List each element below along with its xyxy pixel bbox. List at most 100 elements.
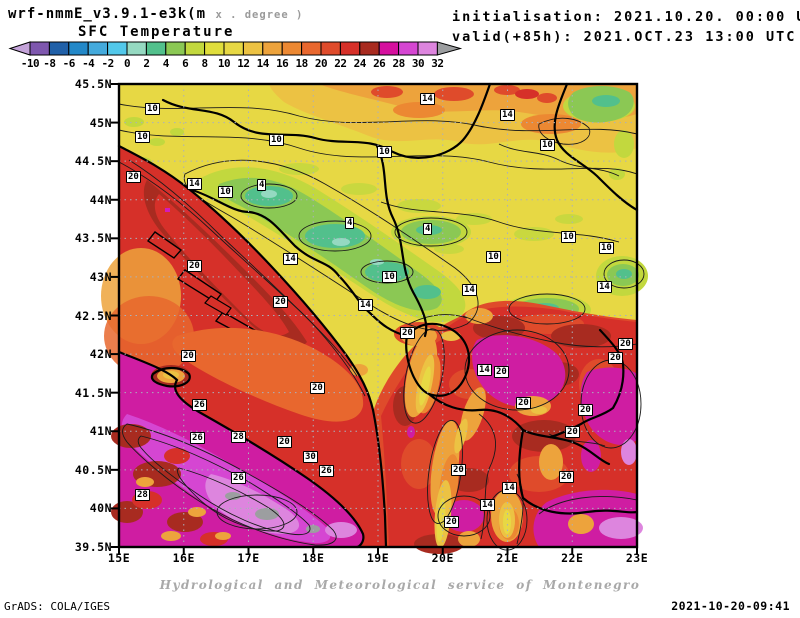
colorbar-segment bbox=[339, 41, 361, 56]
colorbar-segment bbox=[184, 41, 206, 56]
contour-value-label: 10 bbox=[145, 103, 160, 115]
contour-value-label: 14 bbox=[477, 364, 492, 376]
colorbar-swatches bbox=[8, 41, 463, 56]
lat-tick-label: 44.5N bbox=[74, 154, 112, 169]
colorbar-segment bbox=[359, 41, 380, 56]
contour-value-label: 20 bbox=[310, 382, 325, 394]
colorbar-segment bbox=[204, 41, 225, 56]
lat-tick-label: 42.5N bbox=[74, 308, 112, 323]
contour-value-label: 20 bbox=[565, 426, 580, 438]
contour-value-label: 10 bbox=[377, 146, 392, 158]
colorbar-tick-label: -6 bbox=[62, 57, 76, 70]
colorbar-tick-label: 14 bbox=[256, 57, 270, 70]
creation-timestamp: 2021-10-20-09:41 bbox=[671, 599, 790, 613]
contour-value-label: 10 bbox=[486, 251, 501, 263]
colorbar-segment bbox=[165, 41, 186, 56]
contour-value-label: 20 bbox=[451, 464, 466, 476]
contour-value-label: 14 bbox=[597, 281, 612, 293]
colorbar-over-arrow bbox=[436, 41, 463, 56]
plot-subtitle: SFC Temperature bbox=[78, 24, 235, 40]
colorbar-segment bbox=[223, 41, 244, 56]
colorbar-tick-label: 18 bbox=[295, 57, 308, 70]
contour-value-label: 14 bbox=[283, 253, 298, 265]
colorbar-segment bbox=[126, 41, 147, 56]
colorbar-segment bbox=[320, 41, 341, 56]
colorbar-tick-label: -2 bbox=[101, 57, 114, 70]
contour-value-label: 20 bbox=[618, 338, 633, 350]
lon-tick-label: 15E bbox=[107, 551, 131, 565]
lat-tick-label: 42N bbox=[89, 347, 112, 362]
contour-value-label: 26 bbox=[192, 399, 207, 411]
contour-value-label: 20 bbox=[400, 327, 415, 339]
valid-time: valid(+85h): 2021.OCT.23 13:00 UTC bbox=[452, 29, 797, 45]
contour-value-label: 20 bbox=[444, 516, 459, 528]
lat-tick-label: 43.5N bbox=[74, 231, 112, 246]
contour-value-label: 14 bbox=[462, 284, 477, 296]
lat-tick-label: 40N bbox=[89, 501, 112, 516]
colorbar-tick-label: 12 bbox=[237, 57, 250, 70]
contour-value-label: 20 bbox=[559, 471, 574, 483]
lat-tick-label: 40.5N bbox=[74, 462, 112, 477]
colorbar-segment bbox=[107, 41, 128, 56]
contour-value-label: 20 bbox=[277, 436, 292, 448]
colorbar-segment bbox=[281, 41, 303, 56]
lat-tick-label: 43N bbox=[89, 269, 112, 284]
contour-value-label: 10 bbox=[540, 139, 555, 151]
lat-tick-label: 45.5N bbox=[74, 77, 112, 91]
model-name: wrf-nmmE_v3.9.1-e3k(m bbox=[8, 6, 207, 22]
colorbar-tick-label: 26 bbox=[373, 57, 386, 70]
colorbar-tick-label: -8 bbox=[43, 57, 56, 70]
lon-tick-label: 17E bbox=[237, 551, 260, 565]
lat-tick-label: 44N bbox=[89, 192, 112, 207]
contour-value-label: 28 bbox=[231, 431, 246, 443]
model-units: x . degree ) bbox=[215, 9, 304, 21]
colorbar-segment bbox=[262, 41, 283, 56]
contour-value-label: 26 bbox=[319, 465, 334, 477]
lat-tick-label: 45N bbox=[89, 115, 112, 130]
colorbar-tick-label: 16 bbox=[276, 57, 289, 70]
colorbar-tick-label: 22 bbox=[334, 57, 347, 70]
contour-value-label: 10 bbox=[561, 231, 576, 243]
contour-value-label: 20 bbox=[187, 260, 202, 272]
lon-tick-label: 22E bbox=[561, 551, 584, 565]
contour-value-label: 10 bbox=[269, 134, 284, 146]
contour-value-label: 14 bbox=[420, 93, 435, 105]
colorbar-segment bbox=[301, 41, 322, 56]
contour-value-label: 20 bbox=[273, 296, 288, 308]
colorbar-segment bbox=[29, 41, 50, 56]
lon-tick-label: 19E bbox=[366, 551, 390, 565]
colorbar-segment bbox=[378, 41, 400, 56]
contour-value-label: 10 bbox=[382, 271, 397, 283]
gridlines-layer bbox=[119, 84, 637, 547]
contour-value-label: 14 bbox=[502, 482, 517, 494]
contour-map bbox=[101, 82, 648, 555]
grads-attribution: GrADS: COLA/IGES bbox=[4, 600, 110, 613]
colorbar-tick-label: -4 bbox=[82, 57, 95, 70]
contour-value-label: 10 bbox=[599, 242, 614, 254]
contour-value-label: 20 bbox=[516, 397, 531, 409]
contour-value-label: 20 bbox=[608, 352, 623, 364]
colorbar-tick-label: 24 bbox=[353, 57, 367, 70]
axis-ticks-layer bbox=[111, 83, 638, 555]
map-panel: 10 10 20 14 10 10 4 4 20 14 20 14 14 14 10 10 4 10 10 10 10 1… bbox=[101, 82, 648, 555]
contour-value-label: 20 bbox=[126, 171, 141, 183]
colorbar-tick-label: 0 bbox=[123, 57, 131, 70]
map-frame bbox=[117, 82, 639, 549]
lon-tick-label: 21E bbox=[496, 551, 519, 565]
colorbar-tick-label: 6 bbox=[182, 57, 189, 70]
contour-value-label: 20 bbox=[494, 366, 509, 378]
contour-value-label: 4 bbox=[423, 223, 433, 235]
contour-value-label: 26 bbox=[231, 472, 246, 484]
colorbar-tick-label: 8 bbox=[201, 57, 209, 70]
contour-value-label: 10 bbox=[135, 131, 150, 143]
contour-value-label: 20 bbox=[578, 404, 593, 416]
lon-tick-label: 16E bbox=[172, 551, 195, 565]
init-time: initialisation: 2021.10.20. 00:00 UTC bbox=[452, 9, 800, 25]
contour-lines-layer bbox=[118, 103, 645, 551]
contour-value-label: 14 bbox=[187, 178, 202, 190]
lat-tick-label: 41N bbox=[89, 424, 112, 439]
colorbar-segment bbox=[87, 41, 109, 56]
colorbar-tick-label: 30 bbox=[411, 57, 425, 70]
lon-tick-label: 20E bbox=[431, 551, 454, 565]
